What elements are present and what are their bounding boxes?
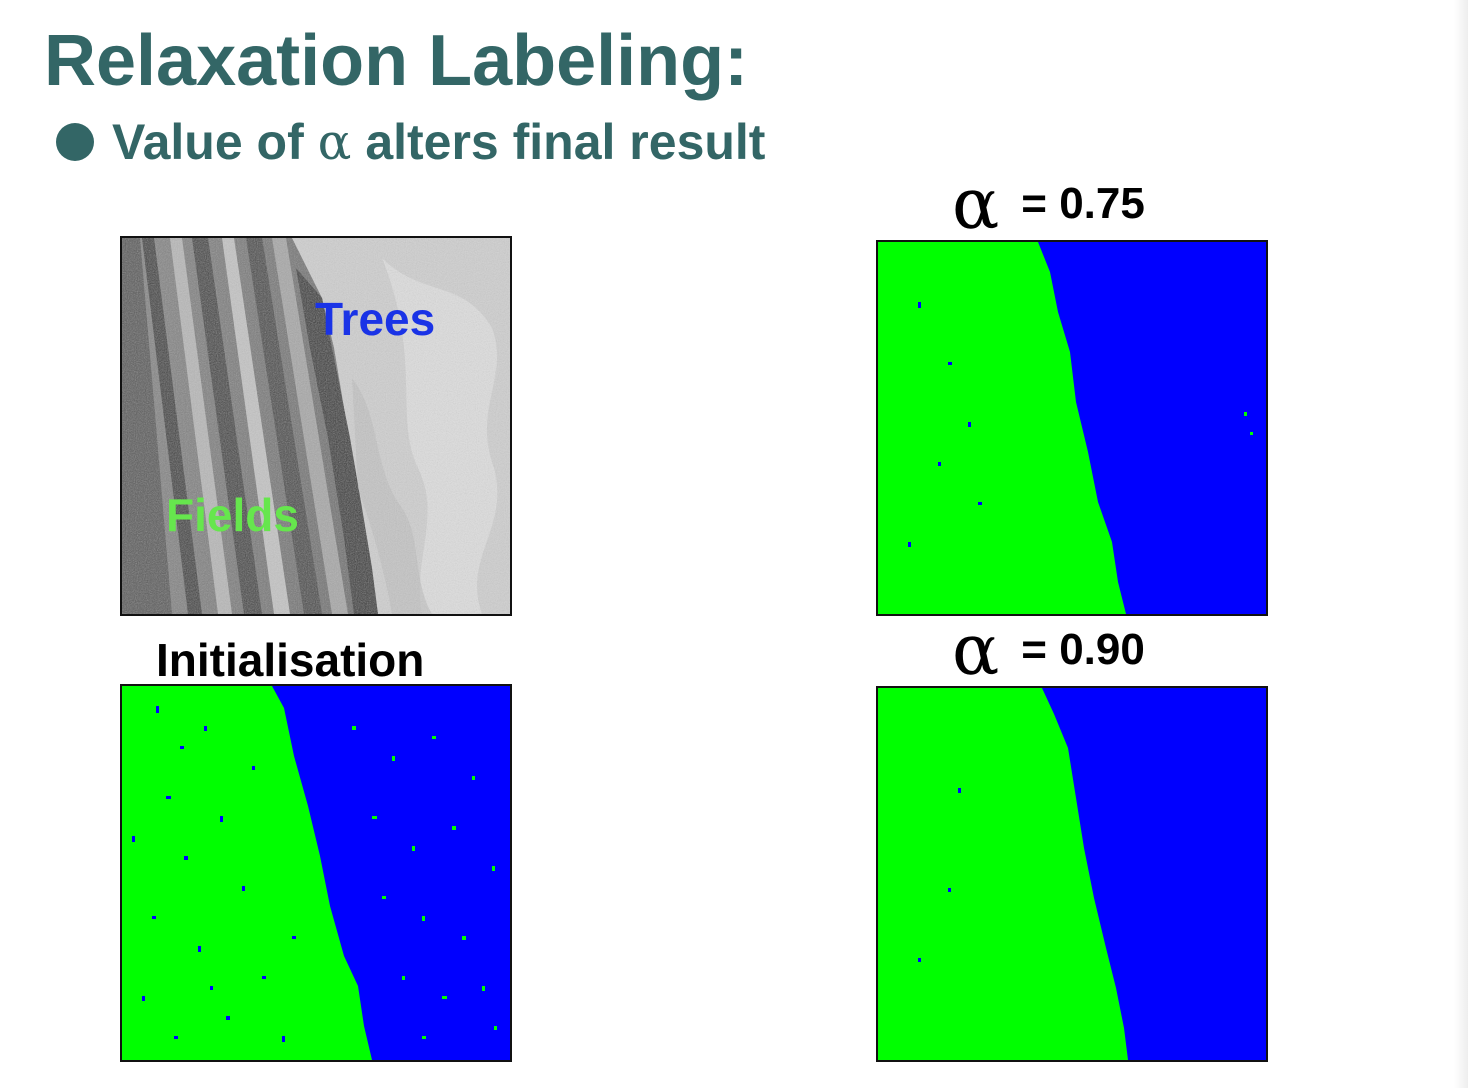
fields-noise: [918, 788, 961, 962]
alpha-090-symbol: α: [952, 609, 1000, 691]
alpha-090-map-graphic: [878, 688, 1266, 1060]
fields-region: [878, 242, 1126, 614]
alpha-075-symbol: α: [952, 163, 1000, 245]
trees-noise: [1244, 412, 1253, 435]
alpha-075-value: = 0.75: [1021, 179, 1145, 228]
bullet-suffix: alters final result: [365, 114, 766, 170]
initialisation-map-graphic: [122, 686, 510, 1060]
bullet-prefix: Value of: [112, 114, 304, 170]
bullet-alpha-symbol: α: [317, 113, 352, 171]
alpha-075-map: [876, 240, 1268, 616]
bullet-dot-icon: [56, 123, 94, 161]
fields-noise: [908, 302, 982, 547]
aerial-photo-graphic: [122, 238, 510, 614]
slide-edge-shade: [1454, 0, 1468, 1088]
fields-label: Fields: [166, 489, 299, 541]
fields-noise: [132, 706, 296, 1042]
alpha-090-map: [876, 686, 1268, 1062]
fields-region: [878, 688, 1128, 1060]
original-aerial-image: Trees Fields: [120, 236, 512, 616]
bullet-text: Value of α alters final result: [112, 113, 765, 171]
trees-label: Trees: [315, 293, 436, 345]
initialisation-caption: Initialisation: [156, 634, 425, 686]
alpha-090-caption: α = 0.90: [952, 609, 1145, 691]
bullet-point: Value of α alters final result: [56, 112, 765, 172]
alpha-075-map-graphic: [878, 242, 1266, 614]
trees-noise: [352, 726, 497, 1039]
fields-region: [122, 686, 372, 1060]
initialisation-map: [120, 684, 512, 1062]
alpha-090-value: = 0.90: [1021, 625, 1145, 674]
slide-title: Relaxation Labeling:: [44, 21, 749, 101]
alpha-075-caption: α = 0.75: [952, 163, 1145, 245]
